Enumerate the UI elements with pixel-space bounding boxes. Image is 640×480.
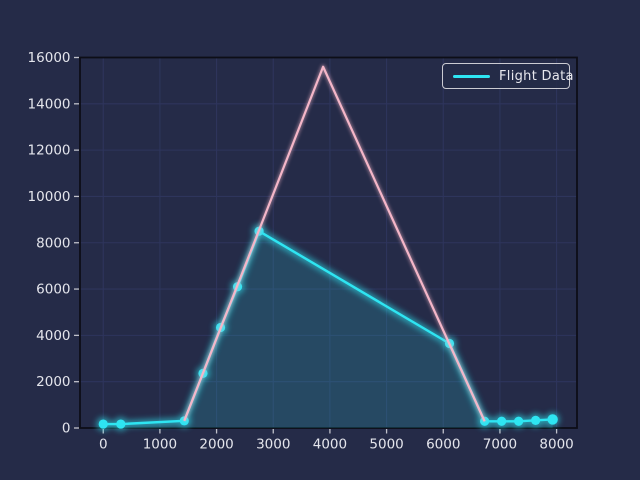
x-tick-label: 5000 (369, 437, 403, 453)
legend-line-sample (453, 74, 490, 78)
y-tick-label: 14000 (28, 96, 71, 112)
x-tick-label: 3000 (256, 437, 290, 453)
x-tick-label: 1000 (143, 437, 177, 453)
y-tick-label: 0 (62, 421, 71, 437)
x-tick-label: 2000 (199, 437, 233, 453)
projection-line (183, 65, 486, 422)
y-tick-label: 16000 (28, 50, 71, 66)
x-tick-label: 0 (99, 437, 108, 453)
axes-spines (79, 56, 578, 429)
data-point (514, 416, 524, 426)
flight-data-area-fill (103, 231, 553, 428)
y-tick-label: 2000 (36, 374, 70, 390)
y-tick-label: 12000 (28, 143, 71, 159)
data-series (96, 64, 560, 432)
x-tick-label: 8000 (539, 437, 573, 453)
data-point (497, 416, 507, 426)
y-tick-label: 10000 (28, 189, 71, 205)
axis-ticks (74, 56, 558, 434)
y-tick-label: 8000 (36, 235, 70, 251)
y-tick-label: 4000 (36, 328, 70, 344)
x-tick-label: 7000 (483, 437, 517, 453)
data-point (547, 414, 558, 425)
legend-label: Flight Data (499, 68, 574, 84)
x-tick-label: 6000 (426, 437, 460, 453)
axis-tick-labels: 0 1000 2000 3000 4000 5000 6000 7000 8000 0 2000 40… (28, 50, 574, 453)
x-tick-label: 4000 (313, 437, 347, 453)
y-tick-label: 6000 (36, 282, 70, 298)
data-point (531, 415, 541, 425)
data-point (116, 419, 126, 429)
legend-box: Flight Data (442, 63, 573, 89)
data-point (98, 419, 108, 429)
